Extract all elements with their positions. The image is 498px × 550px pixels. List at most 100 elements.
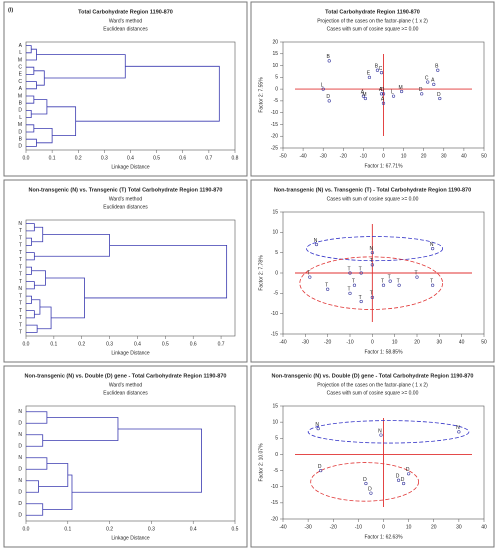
point-label: C [379,66,383,72]
x-tick-label: -40 [279,524,286,530]
plot-frame [25,405,236,522]
point [381,101,386,105]
y-tick-label: 0 [275,270,278,276]
leaf-label: L [19,115,22,121]
x-tick-label: 0.7 [205,155,212,161]
group-ellipse [299,256,444,310]
x-tick-label: -20 [340,153,347,159]
point-label: T [430,279,433,285]
leaf-label: T [19,293,22,299]
point [432,82,436,86]
x-tick-label: 0.4 [134,341,141,347]
point [359,299,363,304]
point-label: N [430,242,434,248]
leaf-label: D [18,108,22,114]
point-label: T [388,274,391,280]
point-label: D [437,92,441,98]
x-tick-label: 30 [441,153,447,159]
panel-title: Non-transgenic (N) vs. Transgenic (T) To… [29,187,223,193]
point-label: T [307,270,310,276]
leaf-label: D [18,421,22,427]
point [327,59,331,63]
point [363,96,368,101]
point [348,291,352,295]
point [379,92,384,96]
leaf-label: D [18,444,22,450]
group-ellipse [310,462,420,502]
leaf-label: T [19,264,22,270]
point [407,472,411,476]
x-tick-label: 0.1 [49,155,56,161]
point [370,295,374,300]
x-tick-label: 0.5 [232,526,239,532]
point [364,481,368,486]
point [381,92,386,96]
point [457,430,461,434]
point-label: E [367,71,371,77]
y-tick-label: -10 [271,484,278,490]
x-tick-label: 10 [406,524,412,530]
leaf-label: B [19,101,23,107]
x-axis-label: Factor 1: 67.71% [364,163,403,169]
leaf-label: T [19,308,22,314]
x-tick-label: 0.6 [179,155,186,161]
panel-subtitle: Projection of the cases on the factor-pl… [317,18,428,24]
point-label: T [370,258,373,264]
x-tick-label: -30 [302,339,309,345]
x-axis-label: Factor 1: 62.63% [364,534,403,540]
leaf-label: M [18,57,22,63]
leaf-label: N [18,409,22,415]
leaf-label: D [18,490,22,496]
x-tick-label: 0.2 [106,526,113,532]
point [379,71,384,75]
x-tick-label: 0.0 [23,341,30,347]
x-tick-label: 0 [371,339,374,345]
x-tick-label: -50 [279,153,286,159]
point [319,468,323,473]
point-label: N [456,425,460,431]
point-label: N [370,246,374,252]
point [399,89,404,94]
x-tick-label: 0.1 [50,341,57,347]
y-tick-label: -10 [271,110,278,116]
panel-title: Non-transgenic (N) vs. Double (D) gene -… [25,373,227,379]
x-tick-label: 0.3 [148,526,155,532]
leaf-label: D [18,513,22,519]
panel-label: (I) [8,7,13,13]
dendrogram-link [31,299,41,315]
panel-subtitle: Euclidean distances [103,204,148,210]
point [370,251,374,255]
x-tick-label: -40 [279,339,286,345]
point-label: D [326,94,330,100]
y-tick-label: -5 [274,468,279,474]
panel-subtitle: Ward's method [109,382,143,388]
plot-frame [25,219,236,337]
x-tick-label: 50 [481,339,487,345]
leaf-label: N [18,478,22,484]
y-tick-label: -25 [271,145,278,151]
point [396,478,401,482]
y-tick-label: 15 [272,403,278,409]
y-tick-label: 5 [275,250,278,256]
x-axis-label: Linkage Distance [111,535,150,541]
point-label: C [425,75,429,81]
point [391,94,396,98]
point-label: L [321,82,324,88]
panel-subtitle: Cases with sum of cosine square >= 0.00 [327,196,419,202]
point-label: D [396,474,400,480]
leaf-label: N [18,286,22,292]
point [327,99,331,103]
point [375,68,380,72]
x-tick-label: 0.2 [78,341,85,347]
y-tick-label: 5 [275,436,278,442]
dendrogram-link [84,244,228,299]
point-label: T [347,287,350,293]
point-label: B [327,54,331,60]
y-tick-label: 0 [275,86,278,92]
point-label: A [431,78,435,84]
y-tick-label: -5 [274,98,279,104]
leaf-label: C [18,65,22,71]
y-tick-label: 10 [272,419,278,425]
leaf-label: T [19,315,22,321]
